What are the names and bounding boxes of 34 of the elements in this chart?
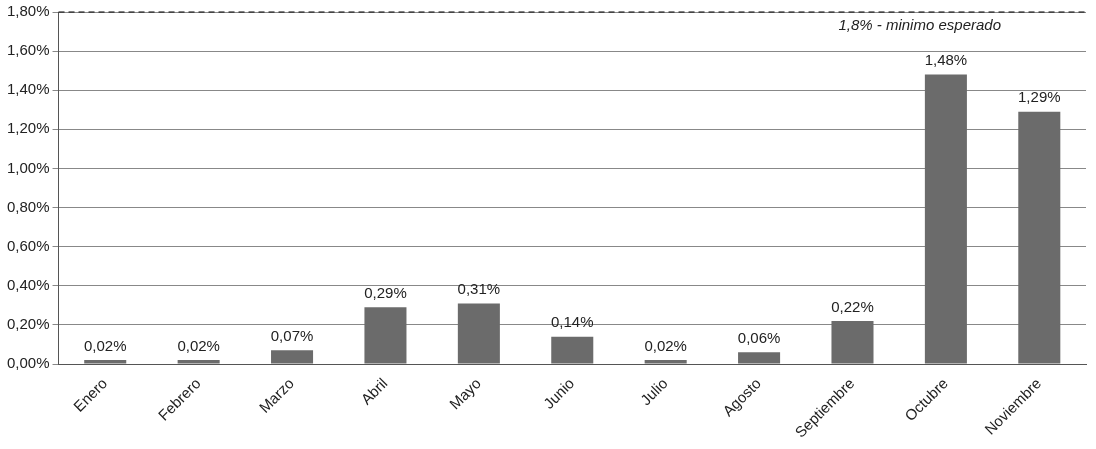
bar — [738, 352, 781, 364]
bar — [271, 350, 314, 364]
data-label: 0,31% — [457, 280, 501, 298]
bar — [364, 307, 407, 364]
y-tick-label: 0,20% — [6, 315, 50, 333]
data-label: 0,02% — [644, 336, 687, 354]
data-label: 0,29% — [364, 283, 407, 301]
bar — [831, 321, 874, 364]
bar — [457, 303, 500, 364]
y-tick-label: 1,00% — [6, 158, 50, 176]
bar — [84, 360, 127, 364]
data-label: 1,48% — [924, 51, 968, 69]
y-tick-label: 0,40% — [6, 275, 50, 293]
y-tick-label: 0,80% — [6, 197, 50, 215]
ref-line-label: 1,8% - minimo esperado — [838, 15, 1001, 33]
x-tick-label: Julio — [636, 374, 671, 409]
bar — [644, 360, 687, 364]
y-tick-label: 1,40% — [6, 80, 50, 98]
data-label: 0,14% — [550, 313, 594, 331]
bar — [924, 74, 967, 364]
y-tick-label: 0,00% — [6, 354, 50, 372]
data-label: 1,29% — [1018, 88, 1061, 106]
y-tick-label: 1,80% — [6, 2, 50, 20]
bar — [551, 336, 594, 364]
data-label: 0,07% — [270, 326, 314, 344]
data-label: 0,22% — [831, 297, 874, 315]
data-label: 0,02% — [177, 336, 220, 354]
data-label: 0,02% — [83, 336, 127, 354]
bar — [1018, 111, 1061, 364]
y-tick-label: 1,20% — [6, 119, 50, 137]
y-tick-label: 1,60% — [6, 41, 50, 59]
data-label: 0,06% — [737, 328, 781, 346]
bar — [177, 360, 220, 364]
y-tick-label: 0,60% — [6, 236, 50, 254]
